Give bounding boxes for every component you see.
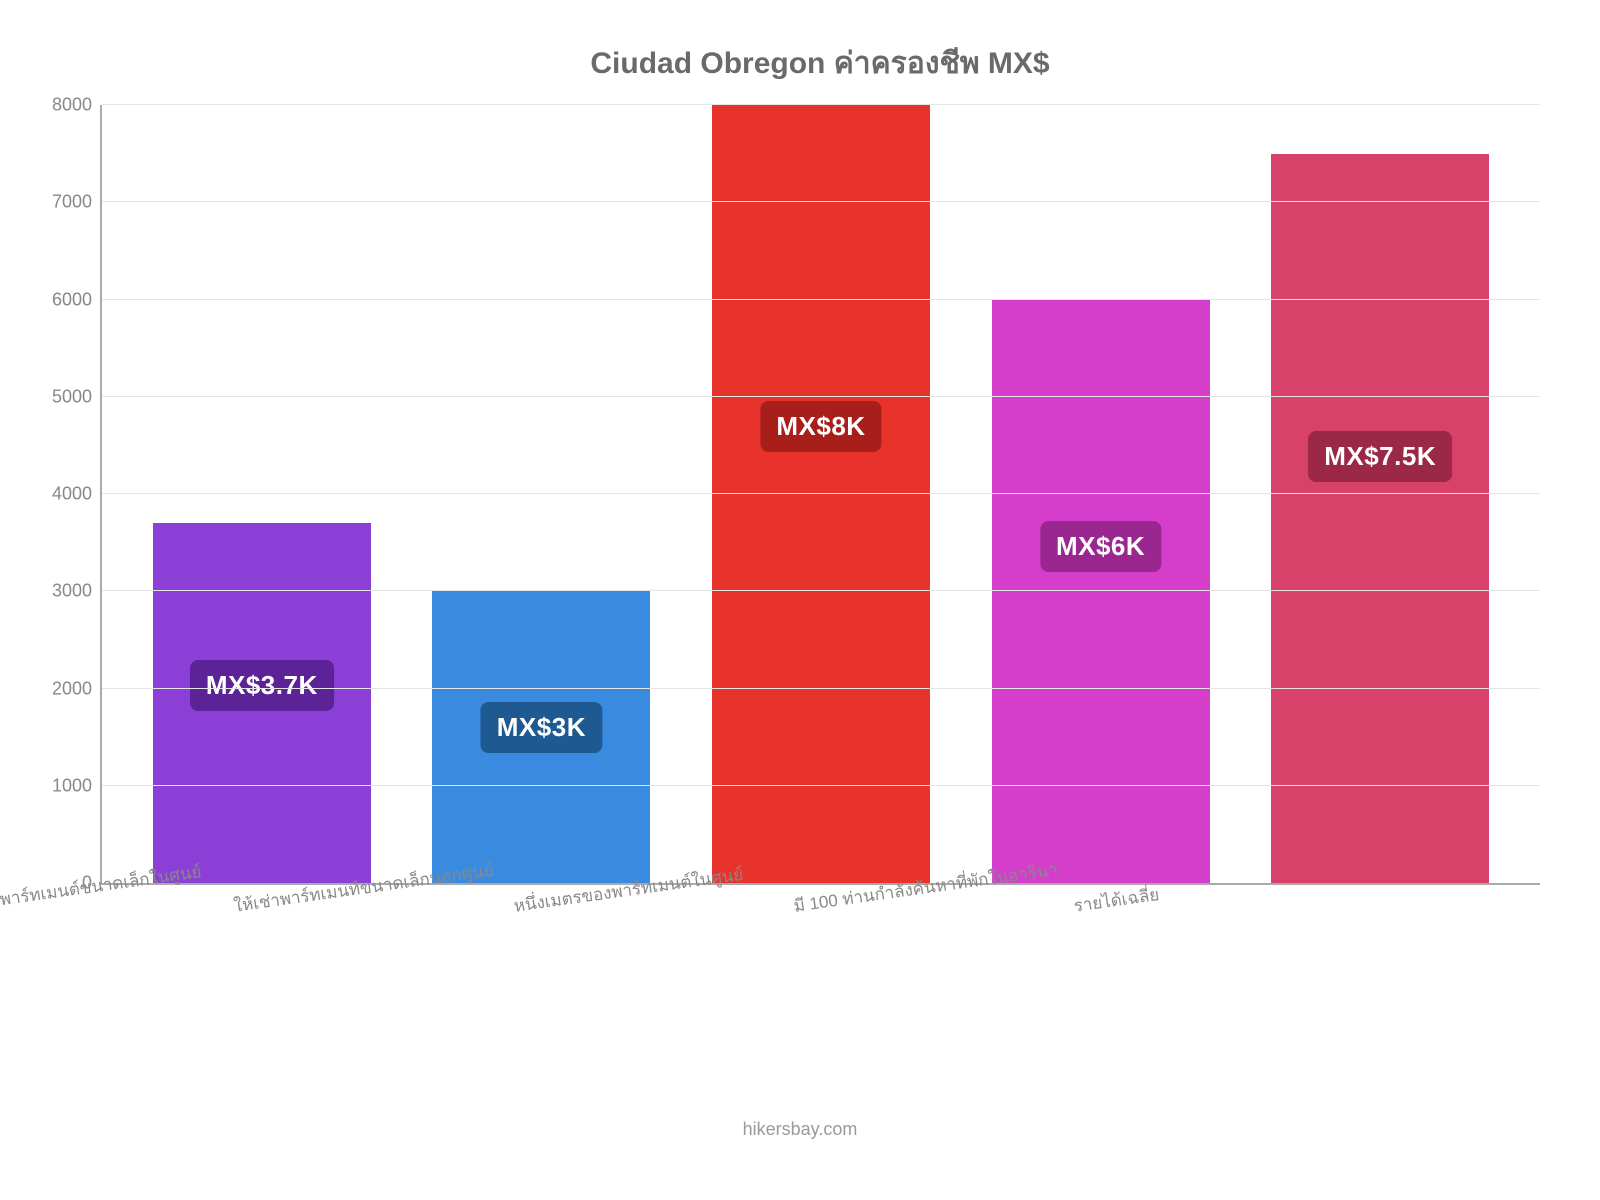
- value-badge: MX$3.7K: [190, 660, 334, 711]
- y-tick-label: 1000: [52, 775, 102, 796]
- grid-line: [102, 299, 1540, 300]
- grid-line: [102, 201, 1540, 202]
- bar-slot: MX$7.5K: [1240, 105, 1520, 883]
- y-tick-label: 7000: [52, 192, 102, 213]
- value-badge: MX$7.5K: [1308, 431, 1452, 482]
- value-badge: MX$8K: [760, 401, 881, 452]
- chart-title: Ciudad Obregon ค่าครองชีพ MX$: [100, 40, 1540, 87]
- bar-slot: MX$6K: [961, 105, 1241, 883]
- value-badge: MX$6K: [1040, 521, 1161, 572]
- y-tick-label: 6000: [52, 289, 102, 310]
- bar-slot: MX$3K: [402, 105, 682, 883]
- grid-line: [102, 493, 1540, 494]
- y-tick-label: 4000: [52, 484, 102, 505]
- grid-line: [102, 590, 1540, 591]
- y-tick-label: 5000: [52, 386, 102, 407]
- grid-line: [102, 688, 1540, 689]
- x-axis-labels: ให้เช่าพาร์ทเมนต์ขนาดเล็กในศูนย์ให้เช่าพ…: [100, 885, 1540, 1025]
- attribution-text: hikersbay.com: [0, 1119, 1600, 1140]
- grid-line: [102, 785, 1540, 786]
- grid-line: [102, 396, 1540, 397]
- value-badge: MX$3K: [481, 702, 602, 753]
- bar: MX$3K: [432, 591, 650, 883]
- y-tick-label: 8000: [52, 95, 102, 116]
- bar: MX$7.5K: [1271, 154, 1489, 883]
- bar-slot: MX$8K: [681, 105, 961, 883]
- chart-container: Ciudad Obregon ค่าครองชีพ MX$ MX$3.7KMX$…: [0, 0, 1600, 1200]
- y-tick-label: 3000: [52, 581, 102, 602]
- bar: MX$8K: [712, 105, 930, 883]
- bar-slot: MX$3.7K: [122, 105, 402, 883]
- plot-area: MX$3.7KMX$3KMX$8KMX$6KMX$7.5K 0100020003…: [100, 105, 1540, 885]
- bar: MX$6K: [992, 300, 1210, 884]
- bars-layer: MX$3.7K MX$3K MX$8K MX$6K MX$7.5K: [102, 105, 1540, 883]
- bar: MX$3.7K: [153, 523, 371, 883]
- x-label-slot: รายได้เฉลี่ย: [1240, 885, 1520, 1025]
- y-tick-label: 2000: [52, 678, 102, 699]
- grid-line: [102, 104, 1540, 105]
